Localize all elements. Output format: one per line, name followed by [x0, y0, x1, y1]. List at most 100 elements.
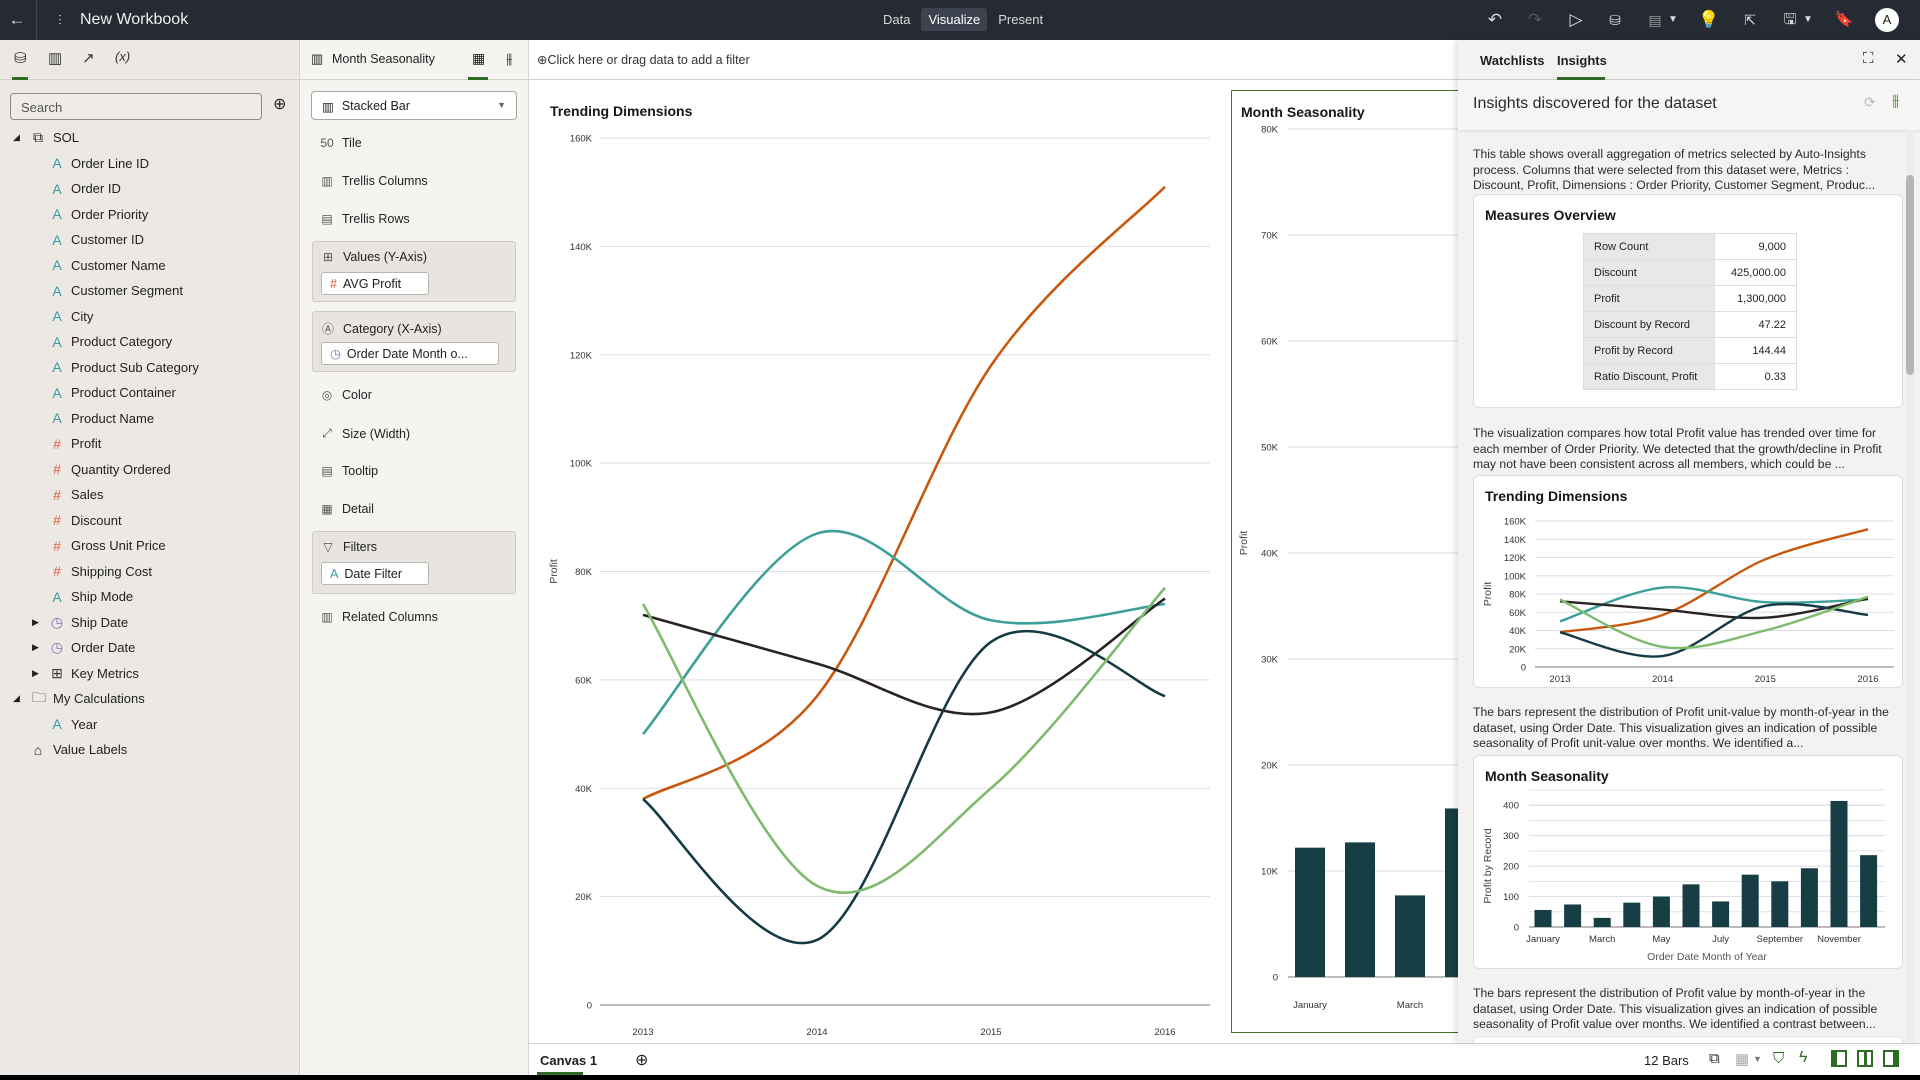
tree-item[interactable]: A Customer ID: [0, 227, 300, 253]
expand-icon[interactable]: ▶: [32, 616, 39, 627]
tree-item[interactable]: # Profit: [0, 431, 300, 457]
attribute-icon: A: [52, 231, 62, 248]
undo-icon[interactable]: ↶: [1487, 10, 1503, 29]
avatar[interactable]: A: [1875, 8, 1899, 32]
close-icon[interactable]: ✕: [1895, 51, 1908, 68]
filter-bar[interactable]: ⊕Click here or drag data to add a filter: [529, 40, 1458, 80]
tree-item[interactable]: A Order ID: [0, 176, 300, 202]
properties-tab-icon[interactable]: ⫵: [506, 50, 513, 66]
visualizations-tab-icon[interactable]: ▥: [48, 50, 63, 67]
mode-visualize[interactable]: Visualize: [921, 8, 988, 31]
tab-canvas-1[interactable]: Canvas 1: [540, 1053, 598, 1068]
tree-item[interactable]: # Discount: [0, 508, 300, 534]
expand-icon[interactable]: ◢: [13, 132, 20, 143]
drop-zone-trellis-rows[interactable]: ▤ Trellis Rows: [320, 212, 409, 226]
drop-zone-tooltip[interactable]: ▤ Tooltip: [320, 464, 378, 478]
export-icon[interactable]: ⇱: [1744, 12, 1756, 28]
tree-item[interactable]: # Sales: [0, 482, 300, 508]
chevron-down-icon[interactable]: ▼: [1668, 14, 1678, 25]
bar: [1741, 874, 1759, 927]
right-panel-toggle-icon[interactable]: [1883, 1050, 1899, 1067]
tab-watchlists[interactable]: Watchlists: [1480, 53, 1545, 68]
filter-pill[interactable]: A Date Filter: [321, 562, 429, 585]
refresh-data-icon[interactable]: ⛁: [1609, 12, 1621, 28]
tree-item[interactable]: A Product Category: [0, 329, 300, 355]
drop-zone-detail[interactable]: ▦ Detail: [320, 502, 374, 516]
drop-zone-filters[interactable]: ▽ Filters A Date Filter: [312, 531, 516, 594]
tree-item[interactable]: ▶ ⊞ Key Metrics: [0, 661, 300, 687]
grammar-tab-icon[interactable]: ▦: [472, 50, 486, 66]
tree-my-calculations[interactable]: ◢ 🗀 My Calculations: [0, 686, 300, 712]
tree-item[interactable]: # Quantity Ordered: [0, 457, 300, 483]
insights-refresh-icon[interactable]: ⟳: [1864, 94, 1876, 110]
tree-item[interactable]: A Order Priority: [0, 202, 300, 228]
left-panel-toggle-icon[interactable]: [1831, 1050, 1847, 1067]
drop-zone-color[interactable]: ◎ Color: [320, 388, 372, 402]
y-tick-label: 0: [1273, 973, 1278, 984]
tab-insights[interactable]: Insights: [1557, 53, 1607, 68]
tree-item[interactable]: ▶ ◷ Ship Date: [0, 610, 300, 636]
data-tab-icon[interactable]: ⛁: [14, 50, 27, 67]
expand-icon[interactable]: ◢: [13, 693, 20, 704]
tree-item[interactable]: # Shipping Cost: [0, 559, 300, 585]
insights-scrollbar[interactable]: [1906, 130, 1914, 1043]
lightning-icon[interactable]: ϟ: [1799, 1049, 1808, 1066]
month-seasonality-card[interactable]: Month Seasonality 0 100 200 300 400 January Ma…: [1473, 755, 1903, 969]
tree-item[interactable]: A Year: [0, 712, 300, 738]
category-pill[interactable]: ◷ Order Date Month o...: [321, 342, 499, 365]
tree-item[interactable]: A Product Name: [0, 406, 300, 432]
mode-present[interactable]: Present: [998, 12, 1044, 27]
grid-icon[interactable]: ▦: [1735, 1051, 1750, 1068]
tree-value-labels[interactable]: ⌂ Value Labels: [0, 737, 300, 763]
drop-zone-size[interactable]: ⤢ Size (Width): [320, 426, 410, 441]
tree-item[interactable]: A Product Container: [0, 380, 300, 406]
mode-data[interactable]: Data: [883, 12, 911, 27]
canvas-layout-icon[interactable]: ⧉: [1709, 1050, 1720, 1067]
values-pill[interactable]: # AVG Profit: [321, 272, 429, 295]
month-seasonality-chart[interactable]: 0 10K 20K 30K 40K 50K 60K 70K 80K January March Pro…: [1232, 91, 1458, 1034]
tree-item[interactable]: A Customer Name: [0, 253, 300, 279]
bookmark-icon[interactable]: 🔖: [1834, 11, 1854, 28]
month-seasonality-viz[interactable]: Month Seasonality 0 10K 20K 30K 40K 50K 60K 70K…: [1231, 90, 1458, 1033]
tree-item[interactable]: ▶ ◷ Order Date: [0, 635, 300, 661]
expand-icon[interactable]: ▶: [32, 667, 39, 678]
variables-tab-icon[interactable]: (x): [115, 49, 131, 64]
back-icon[interactable]: ←: [8, 10, 26, 29]
tree-item[interactable]: A Customer Segment: [0, 278, 300, 304]
trending-dimensions-chart[interactable]: 0 20K 40K 60K 80K 100K 120K 140K 160K 2013 2014 201…: [529, 80, 1229, 1043]
label: Values (Y-Axis): [343, 250, 428, 264]
trending-dimensions-card[interactable]: Trending Dimensions 0 20K 40K 60K 80K 100K 120…: [1473, 475, 1903, 688]
drop-zone-tile[interactable]: 50 Tile: [320, 136, 361, 150]
scrollbar-thumb[interactable]: [1906, 175, 1914, 375]
tree-item[interactable]: # Gross Unit Price: [0, 533, 300, 559]
measures-overview-card[interactable]: Measures Overview Row Count 9,000 Discount…: [1473, 194, 1903, 408]
tree-item[interactable]: A Ship Mode: [0, 584, 300, 610]
insights-bulb-icon[interactable]: 💡: [1698, 10, 1720, 29]
chevron-down-icon[interactable]: ▼: [1803, 14, 1813, 25]
chevron-down-icon[interactable]: ▼: [1753, 1054, 1762, 1064]
drop-zone-category[interactable]: Ⓐ Category (X-Axis) ◷ Order Date Month o..…: [312, 311, 516, 372]
analytics-tab-icon[interactable]: ↗: [82, 50, 95, 67]
drop-zone-related-columns[interactable]: ▥ Related Columns: [320, 610, 438, 624]
drop-zone-trellis-columns[interactable]: ▥ Trellis Columns: [320, 174, 427, 188]
drop-zone-values[interactable]: ⊞ Values (Y-Axis) # AVG Profit: [312, 241, 516, 302]
tree-dataset[interactable]: ◢ ⧉ SOL: [0, 125, 300, 151]
save-icon[interactable]: 🖫: [1783, 11, 1797, 28]
play-icon[interactable]: ▷: [1569, 10, 1583, 29]
expand-icon[interactable]: ▶: [32, 642, 39, 653]
redo-icon[interactable]: ↷: [1527, 10, 1543, 29]
comment-icon[interactable]: ▤: [1648, 12, 1662, 28]
tree-item[interactable]: A Product Sub Category: [0, 355, 300, 381]
middle-panel-toggle-icon[interactable]: [1857, 1050, 1873, 1067]
next-insight-card[interactable]: [1473, 1036, 1903, 1043]
tree-item[interactable]: A City: [0, 304, 300, 330]
maximize-icon[interactable]: ⛶: [1863, 50, 1874, 67]
add-data-icon[interactable]: ⊕: [273, 96, 287, 113]
brush-icon[interactable]: ⛉: [1773, 1050, 1785, 1067]
label: Product Category: [71, 334, 173, 350]
search-input[interactable]: Search: [10, 93, 262, 120]
tree-item[interactable]: A Order Line ID: [0, 151, 300, 177]
viz-type-dropdown[interactable]: ▥ Stacked Bar ▼: [311, 91, 517, 120]
insights-settings-icon[interactable]: ⫵: [1892, 92, 1900, 109]
add-canvas-icon[interactable]: ⊕: [635, 1052, 649, 1069]
